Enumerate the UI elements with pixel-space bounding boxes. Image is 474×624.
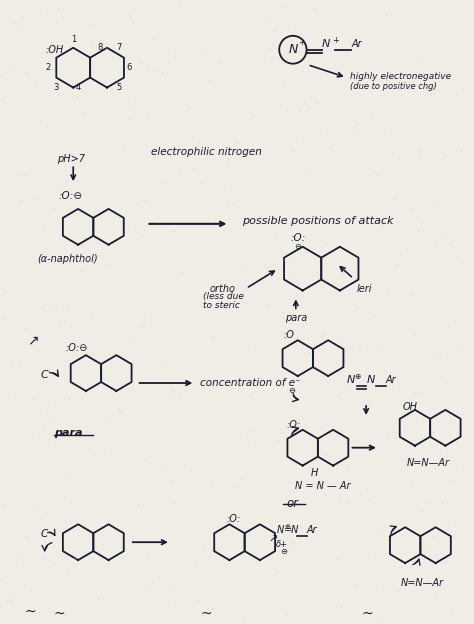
Text: N=N—Ar: N=N—Ar [400, 578, 443, 588]
Text: 2: 2 [45, 63, 50, 72]
Text: N: N [346, 375, 355, 385]
Text: :OH: :OH [45, 45, 64, 55]
Text: δ+: δ+ [276, 540, 288, 549]
Text: +: + [298, 38, 305, 47]
Text: 1: 1 [71, 36, 76, 44]
Text: ⊕: ⊕ [284, 524, 290, 530]
Text: ↗: ↗ [27, 333, 39, 348]
Text: 4: 4 [75, 84, 81, 92]
Text: :O:: :O: [226, 514, 240, 524]
Text: N: N [288, 43, 298, 56]
Text: 7: 7 [116, 43, 121, 52]
Text: ~: ~ [54, 607, 65, 621]
Text: ~: ~ [200, 607, 212, 621]
Text: ↗: ↗ [268, 535, 278, 545]
Text: :O:: :O: [290, 233, 305, 243]
Text: Ar: Ar [352, 39, 362, 49]
Text: OH: OH [402, 402, 417, 412]
Text: para: para [285, 313, 307, 323]
Text: Ar: Ar [307, 525, 317, 535]
Text: =N: =N [284, 525, 300, 535]
Text: 8: 8 [98, 43, 103, 52]
Text: to steric: to steric [203, 301, 240, 310]
Text: (α-naphthol): (α-naphthol) [37, 254, 98, 264]
Text: ortho: ortho [210, 283, 236, 293]
Text: ⊖: ⊖ [281, 547, 287, 556]
Text: electrophilic nitrogen: electrophilic nitrogen [151, 147, 262, 157]
Text: highly electronegative: highly electronegative [349, 72, 451, 80]
Text: +: + [332, 36, 339, 45]
Text: N=N—Ar: N=N—Ar [407, 457, 450, 467]
Text: N: N [276, 525, 283, 535]
Text: N: N [322, 39, 330, 49]
Text: or: or [287, 497, 299, 510]
Text: ~: ~ [361, 607, 373, 621]
Text: :O: :O [283, 330, 294, 340]
Text: (due to positive chg): (due to positive chg) [349, 82, 436, 90]
Text: 3: 3 [53, 84, 58, 92]
Text: pH>7: pH>7 [56, 154, 85, 164]
Text: para: para [54, 428, 82, 438]
Text: concentration of e⁻: concentration of e⁻ [200, 378, 301, 388]
Text: ⊖: ⊖ [288, 386, 295, 395]
Text: :O:⊖: :O:⊖ [66, 343, 88, 353]
Text: ~: ~ [24, 605, 36, 619]
Text: possible positions of attack: possible positions of attack [242, 216, 394, 226]
Text: Ar: Ar [386, 375, 396, 385]
Text: H: H [310, 467, 318, 477]
Text: :O:⊖: :O:⊖ [59, 191, 82, 201]
Text: 5: 5 [116, 84, 121, 92]
Text: (less due: (less due [203, 293, 244, 301]
Text: ⊕: ⊕ [355, 372, 361, 381]
Text: N: N [367, 375, 375, 385]
Text: leri: leri [356, 283, 372, 293]
Text: :O:: :O: [287, 420, 301, 430]
Text: ⊖: ⊖ [294, 241, 301, 251]
Text: N = N — Ar: N = N — Ar [295, 480, 350, 490]
Text: C: C [41, 370, 49, 380]
Text: C: C [41, 529, 48, 539]
Text: 6: 6 [127, 63, 132, 72]
